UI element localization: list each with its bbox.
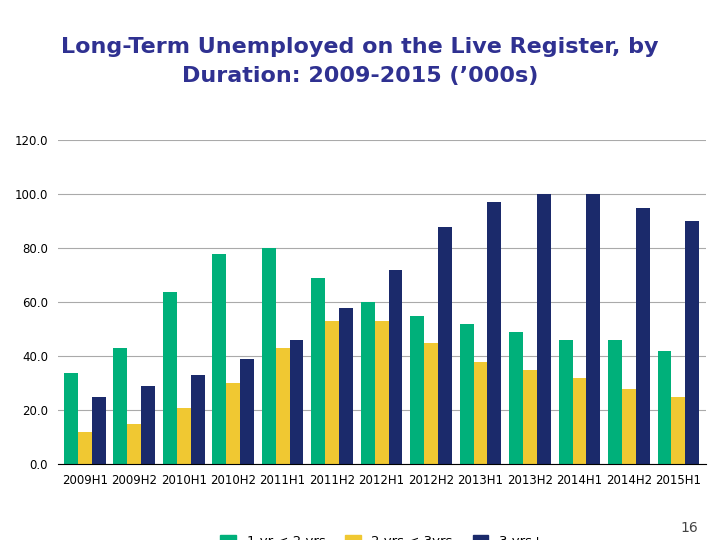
Bar — [438, 227, 452, 464]
Bar — [424, 343, 438, 464]
Bar — [212, 254, 226, 464]
Text: 16: 16 — [680, 521, 698, 535]
Bar — [509, 332, 523, 464]
Bar — [276, 348, 289, 464]
Bar — [114, 348, 127, 464]
Bar — [361, 302, 374, 464]
Bar — [460, 324, 474, 464]
Bar — [685, 221, 699, 464]
Bar — [91, 397, 106, 464]
Bar — [325, 321, 339, 464]
Bar — [559, 340, 572, 464]
Bar — [410, 316, 424, 464]
Bar — [586, 194, 600, 464]
Bar — [262, 248, 276, 464]
Bar — [141, 386, 155, 464]
Bar — [78, 432, 91, 464]
Bar — [672, 397, 685, 464]
Bar — [64, 373, 78, 464]
Bar — [537, 194, 551, 464]
Bar — [474, 362, 487, 464]
Bar — [177, 408, 191, 464]
Bar — [311, 278, 325, 464]
Legend: 1 yr < 2 yrs, 2 yrs < 3yrs, 3 yrs+: 1 yr < 2 yrs, 2 yrs < 3yrs, 3 yrs+ — [215, 529, 549, 540]
Bar — [240, 359, 254, 464]
Bar — [523, 370, 537, 464]
Bar — [163, 292, 177, 464]
Bar — [608, 340, 622, 464]
Bar — [289, 340, 303, 464]
Bar — [572, 378, 586, 464]
Bar — [487, 202, 501, 464]
Bar — [622, 389, 636, 464]
Bar — [657, 351, 672, 464]
Text: Duration: 2009-2015 (’000s): Duration: 2009-2015 (’000s) — [182, 66, 538, 86]
Bar — [636, 208, 649, 464]
Bar — [339, 308, 353, 464]
Bar — [226, 383, 240, 464]
Bar — [127, 424, 141, 464]
Bar — [191, 375, 204, 464]
Text: Long-Term Unemployed on the Live Register, by: Long-Term Unemployed on the Live Registe… — [61, 37, 659, 57]
Bar — [389, 270, 402, 464]
Bar — [374, 321, 389, 464]
